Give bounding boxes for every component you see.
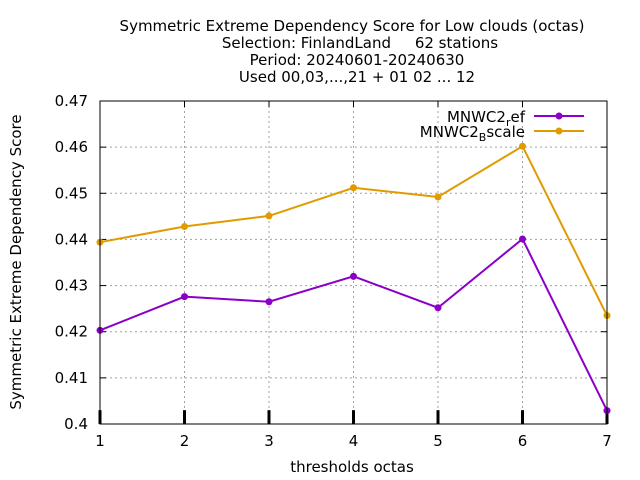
- series-2-point: [181, 223, 188, 231]
- x-axis-label: thresholds octas: [290, 458, 414, 476]
- series-2-point: [350, 184, 357, 192]
- x-tick-label: 5: [433, 432, 443, 450]
- legend-label: MNWC2ref: [447, 108, 526, 129]
- y-tick-label: 0.47: [55, 92, 88, 110]
- y-tick-label: 0.45: [55, 184, 88, 202]
- series-1-point: [265, 298, 273, 306]
- title-line-3: Period: 20240601-20240630: [250, 51, 465, 69]
- series-1-point: [181, 293, 188, 301]
- x-tick-label: 2: [180, 432, 190, 450]
- title-line-4: Used 00,03,...,21 + 01 02 ... 12: [239, 68, 475, 86]
- y-tick-labels: 0.4 0.41 0.42 0.43 0.44 0.45 0.46 0.47: [55, 92, 88, 433]
- y-axis-label: Symmetric Extreme Dependency Score: [7, 114, 25, 409]
- title-line-2: Selection: FinlandLand 62 stations: [222, 34, 498, 52]
- y-tick-label: 0.44: [55, 230, 88, 248]
- y-tick-label: 0.42: [55, 323, 88, 341]
- y-tick-label: 0.43: [55, 277, 88, 295]
- y-tick-label: 0.41: [55, 369, 88, 387]
- series-1-point: [350, 272, 357, 280]
- series-2-point: [265, 212, 273, 220]
- y-tick-label: 0.46: [55, 138, 88, 156]
- y-tick-label: 0.4: [64, 415, 88, 433]
- series-1-point: [519, 235, 526, 243]
- legend-marker: [555, 112, 563, 120]
- x-tick-label: 6: [518, 432, 528, 450]
- legend-label: MNWC2Bscale: [420, 123, 525, 144]
- grid: [100, 101, 607, 424]
- chart-title: Symmetric Extreme Dependency Score for L…: [120, 17, 585, 86]
- x-tick-label: 3: [264, 432, 274, 450]
- legend-marker: [555, 127, 563, 135]
- series-2-point: [434, 193, 442, 201]
- x-tick-labels: 1 2 3 4 5 6 7: [95, 432, 612, 450]
- series-line-1: [99, 237, 608, 412]
- series-layer: [96, 142, 611, 415]
- title-line-1: Symmetric Extreme Dependency Score for L…: [120, 17, 585, 35]
- series-1-point: [434, 304, 442, 312]
- x-tick-label: 4: [349, 432, 359, 450]
- x-tick-label: 7: [602, 432, 612, 450]
- series-2-point: [519, 142, 526, 150]
- plot-frame: [99, 100, 608, 425]
- x-tick-label: 1: [95, 432, 105, 450]
